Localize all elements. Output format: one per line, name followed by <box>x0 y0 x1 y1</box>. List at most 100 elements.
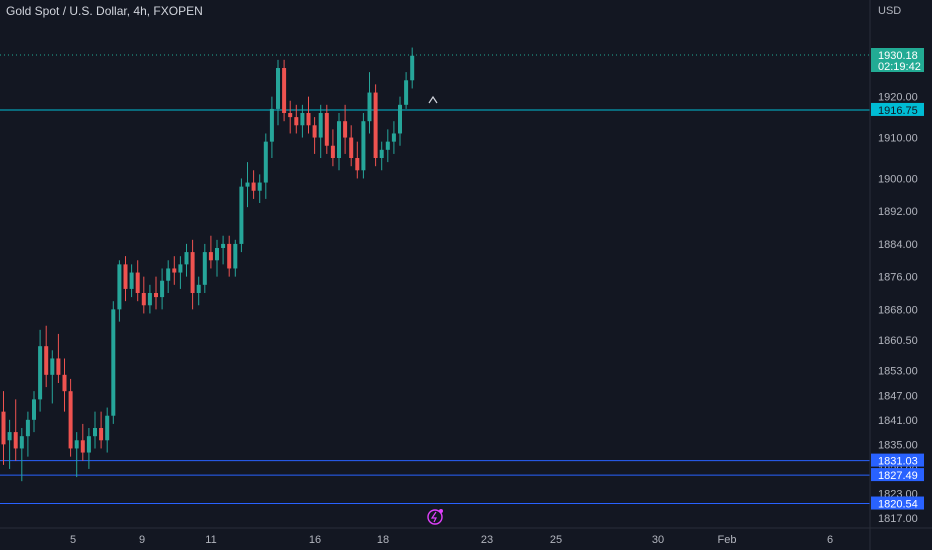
candle[interactable] <box>141 276 146 314</box>
candle-body <box>166 268 171 281</box>
time-axis[interactable]: 5 9 11 16 18 23 25 30 Feb 6 <box>70 534 833 546</box>
candle[interactable] <box>19 428 24 482</box>
y-tick-label: 1884.00 <box>878 239 918 251</box>
candle[interactable] <box>282 59 287 122</box>
candle[interactable] <box>56 333 61 384</box>
candle-body <box>330 145 335 159</box>
price-badge-value: 1827.49 <box>878 470 918 482</box>
candle[interactable] <box>324 104 329 154</box>
candle[interactable] <box>245 162 250 208</box>
candle-body <box>105 415 110 441</box>
currency-label: USD <box>878 5 901 17</box>
candle[interactable] <box>123 256 128 302</box>
candle[interactable] <box>1 391 6 465</box>
candle[interactable] <box>135 260 140 302</box>
y-tick-label: 1817.00 <box>878 513 918 525</box>
candle[interactable] <box>306 96 311 134</box>
candle[interactable] <box>74 432 79 478</box>
candle-body <box>86 436 91 453</box>
candles-group[interactable] <box>1 47 415 482</box>
candle[interactable] <box>251 170 256 199</box>
candle[interactable] <box>129 264 134 298</box>
price-badge-value: 1916.75 <box>878 105 918 117</box>
candle[interactable] <box>190 239 195 310</box>
price-axis[interactable]: 1920.00 1910.00 1900.00 1892.00 1884.00 1876.… <box>878 92 918 525</box>
candle-body <box>251 182 256 191</box>
bolt-icon[interactable] <box>427 509 443 525</box>
candle-body <box>13 432 18 449</box>
candle[interactable] <box>227 235 232 277</box>
candle[interactable] <box>337 113 341 171</box>
candle[interactable] <box>221 235 226 265</box>
candle[interactable] <box>105 407 110 453</box>
candle-body <box>361 121 366 171</box>
candle[interactable] <box>355 141 360 179</box>
candle[interactable] <box>154 276 158 310</box>
candle-body <box>245 182 250 187</box>
candle[interactable] <box>32 391 36 433</box>
candle[interactable] <box>263 133 268 199</box>
candle[interactable] <box>202 243 207 294</box>
candle[interactable] <box>86 428 91 469</box>
candle-body <box>123 264 128 289</box>
candle[interactable] <box>269 96 274 159</box>
candle[interactable] <box>25 411 30 457</box>
price-badge-value: 1930.18 <box>878 50 918 62</box>
candle-body <box>62 374 67 392</box>
candle[interactable] <box>13 399 18 461</box>
candle-body <box>154 293 158 298</box>
candle-body <box>196 284 201 294</box>
candle[interactable] <box>233 239 238 277</box>
candle[interactable] <box>172 256 177 285</box>
candle[interactable] <box>80 423 85 461</box>
candle[interactable] <box>117 260 122 322</box>
candle[interactable] <box>398 96 402 146</box>
candle[interactable] <box>385 129 390 163</box>
candle[interactable] <box>257 174 262 204</box>
candle[interactable] <box>62 358 67 412</box>
candle[interactable] <box>50 350 55 404</box>
candle[interactable] <box>178 256 183 289</box>
candle[interactable] <box>160 268 165 310</box>
candle[interactable] <box>184 243 189 277</box>
candle[interactable] <box>373 84 378 167</box>
candle[interactable] <box>147 284 152 314</box>
candle[interactable] <box>294 104 299 134</box>
candle[interactable] <box>404 72 409 109</box>
candle[interactable] <box>300 104 305 138</box>
candle[interactable] <box>343 104 348 154</box>
candle[interactable] <box>410 47 415 89</box>
candle[interactable] <box>276 59 280 126</box>
candle-body <box>257 182 262 191</box>
candle[interactable] <box>318 104 323 159</box>
candle-body <box>190 252 195 294</box>
candle-body <box>294 117 299 126</box>
candle[interactable] <box>367 72 372 134</box>
candle[interactable] <box>379 141 384 171</box>
candle[interactable] <box>312 117 317 154</box>
candle-body <box>227 243 232 269</box>
candle[interactable] <box>196 276 201 306</box>
candle[interactable] <box>288 100 293 134</box>
candle[interactable] <box>44 325 49 388</box>
candle[interactable] <box>93 411 97 449</box>
candle[interactable] <box>111 301 116 424</box>
horizontal-levels[interactable] <box>0 54 870 505</box>
candle[interactable] <box>361 113 366 179</box>
alert-cursor-icon[interactable] <box>428 95 438 104</box>
candle-body <box>312 125 317 138</box>
candle[interactable] <box>330 129 335 167</box>
candle[interactable] <box>215 239 219 277</box>
candle[interactable] <box>68 378 73 457</box>
candle-body <box>367 92 372 122</box>
candle[interactable] <box>391 121 396 154</box>
candle[interactable] <box>166 260 171 294</box>
y-tick-label: 1900.00 <box>878 173 918 185</box>
candle[interactable] <box>38 329 43 412</box>
candle[interactable] <box>208 235 213 269</box>
candle[interactable] <box>239 178 244 253</box>
candle[interactable] <box>349 125 354 167</box>
candle[interactable] <box>7 419 12 469</box>
candle[interactable] <box>99 411 104 449</box>
